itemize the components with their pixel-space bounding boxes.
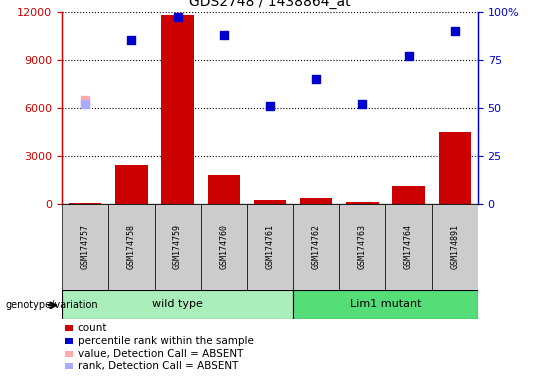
Text: value, Detection Call = ABSENT: value, Detection Call = ABSENT <box>78 349 243 359</box>
Text: GSM174759: GSM174759 <box>173 224 182 269</box>
Point <box>404 53 413 59</box>
Bar <box>62 290 293 319</box>
Text: genotype/variation: genotype/variation <box>5 300 98 310</box>
Bar <box>161 15 194 204</box>
Text: rank, Detection Call = ABSENT: rank, Detection Call = ABSENT <box>78 361 238 371</box>
Text: count: count <box>78 323 107 333</box>
Bar <box>247 204 293 290</box>
Bar <box>69 203 102 204</box>
Point <box>450 28 459 34</box>
Title: GDS2748 / 1438864_at: GDS2748 / 1438864_at <box>189 0 351 9</box>
Point <box>312 76 321 82</box>
Text: wild type: wild type <box>152 299 203 310</box>
Text: GSM174764: GSM174764 <box>404 224 413 269</box>
Point <box>219 31 228 38</box>
Point <box>266 103 274 109</box>
Point <box>173 14 182 20</box>
Text: GSM174757: GSM174757 <box>80 224 90 269</box>
Text: GSM174761: GSM174761 <box>266 224 274 269</box>
Bar <box>154 204 201 290</box>
Bar <box>431 204 478 290</box>
Bar <box>393 186 425 204</box>
Bar <box>293 290 478 319</box>
Text: GSM174891: GSM174891 <box>450 224 460 269</box>
Bar <box>293 204 339 290</box>
Point <box>81 101 90 107</box>
Bar <box>386 204 431 290</box>
Text: GSM174762: GSM174762 <box>312 224 321 269</box>
Bar <box>62 204 109 290</box>
Text: GSM174763: GSM174763 <box>358 224 367 269</box>
Text: Lim1 mutant: Lim1 mutant <box>350 299 421 310</box>
Bar <box>346 202 379 204</box>
Bar <box>254 200 286 204</box>
Text: GSM174758: GSM174758 <box>127 224 136 269</box>
Point <box>127 37 136 43</box>
Bar <box>109 204 154 290</box>
Bar <box>339 204 386 290</box>
Text: percentile rank within the sample: percentile rank within the sample <box>78 336 254 346</box>
Bar <box>207 175 240 204</box>
Bar <box>300 198 333 204</box>
Bar <box>115 165 147 204</box>
Bar <box>201 204 247 290</box>
Bar <box>438 131 471 204</box>
Point <box>81 96 90 103</box>
Point <box>358 101 367 107</box>
Text: GSM174760: GSM174760 <box>219 224 228 269</box>
